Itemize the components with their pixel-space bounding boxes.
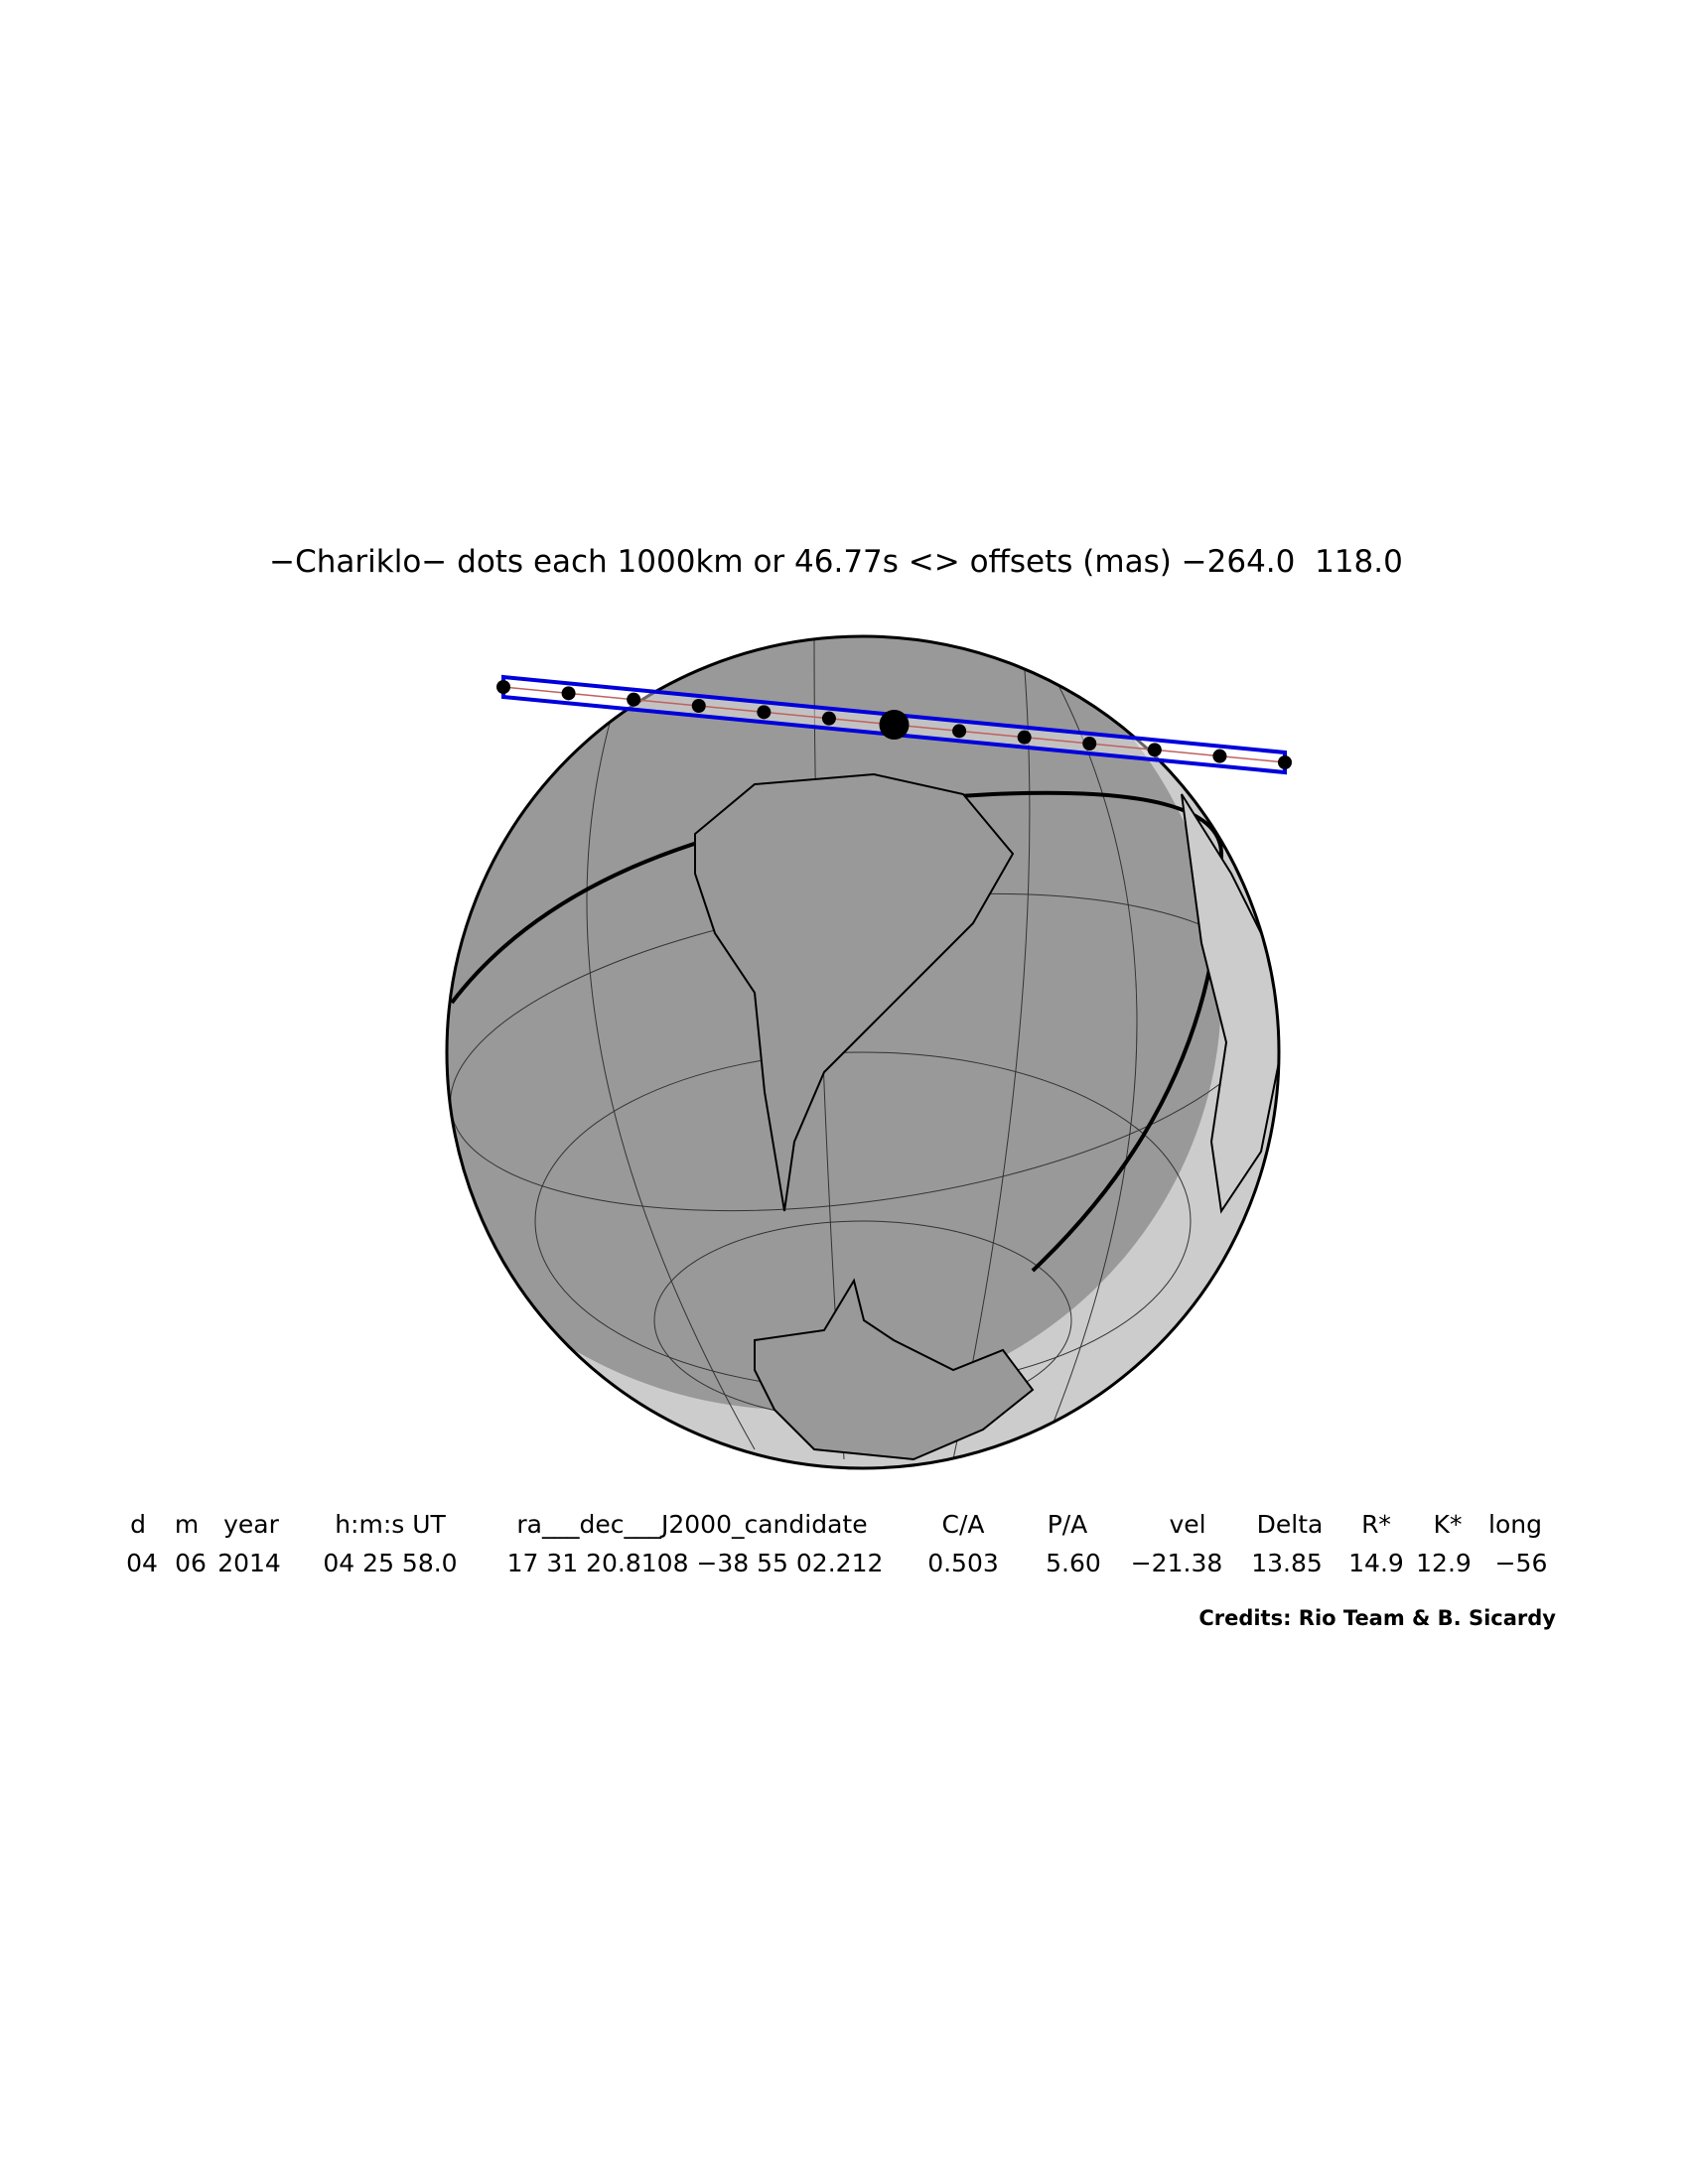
table-value: 04 <box>126 1549 158 1577</box>
track-dot <box>1017 730 1032 745</box>
table-header: h:m:s UT <box>335 1510 446 1539</box>
table-value: 5.60 <box>1046 1549 1101 1577</box>
table-header: long <box>1488 1510 1542 1539</box>
shadow-track <box>496 674 1292 775</box>
table-value: 06 <box>175 1549 207 1577</box>
table-value: 14.9 <box>1348 1549 1404 1577</box>
title: −Chariklo− dots each 1000km or 46.77s <>… <box>269 544 1403 580</box>
table-header: year <box>223 1510 279 1539</box>
table-header: K* <box>1434 1510 1463 1539</box>
table-header: R* <box>1361 1510 1391 1539</box>
table-header: ra___dec___J2000_candidate <box>516 1510 867 1539</box>
track-dot <box>627 692 641 707</box>
table-value: −21.38 <box>1131 1549 1223 1577</box>
table-value: 13.85 <box>1251 1549 1323 1577</box>
circumstances-table: d m year h:m:s UT ra___dec___J2000_candidate… <box>126 1510 1547 1577</box>
track-dot <box>757 705 772 720</box>
track-dot <box>691 699 706 713</box>
table-header: m <box>175 1510 199 1539</box>
track-dot <box>1147 743 1162 757</box>
table-header: Delta <box>1257 1510 1324 1539</box>
table-value: 12.9 <box>1416 1549 1472 1577</box>
track-dot <box>952 724 967 739</box>
track-dot <box>1082 737 1097 751</box>
table-value: 04 25 58.0 <box>323 1549 457 1577</box>
table-value: 0.503 <box>927 1549 999 1577</box>
track-dot <box>821 711 836 726</box>
track-dot <box>1212 749 1227 763</box>
table-value: 17 31 20.8108 −38 55 02.212 <box>507 1549 884 1577</box>
track-dot <box>561 686 576 701</box>
track-dot <box>1278 755 1292 769</box>
table-header: d <box>130 1510 146 1539</box>
globe <box>445 634 1281 1470</box>
track-dot <box>496 680 510 694</box>
credits: Credits: Rio Team & B. Sicardy <box>1198 1606 1556 1630</box>
table-header: P/A <box>1048 1510 1088 1539</box>
table-value: 2014 <box>217 1549 281 1577</box>
track-dot <box>879 710 910 740</box>
table-header: C/A <box>942 1510 985 1539</box>
table-header: vel <box>1169 1510 1205 1539</box>
table-value: −56 <box>1495 1549 1548 1577</box>
